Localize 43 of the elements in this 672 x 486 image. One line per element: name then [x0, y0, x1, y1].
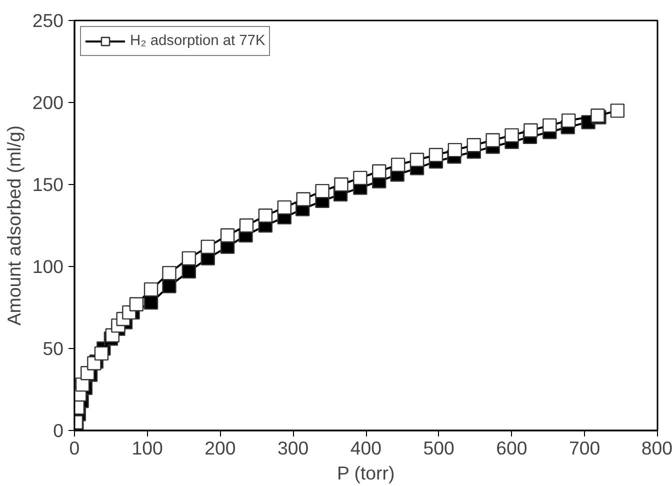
point — [182, 264, 196, 279]
point — [220, 228, 235, 242]
y-tick-label: 150 — [32, 174, 64, 195]
y-tick-label: 0 — [53, 420, 64, 441]
x-tick-label: 300 — [278, 438, 309, 458]
point — [524, 123, 538, 138]
point — [372, 164, 386, 178]
y-tick-label: 100 — [32, 256, 64, 277]
x-tick-label: 200 — [204, 438, 236, 458]
point — [504, 128, 519, 142]
legend-label: H₂ adsorption at 77K — [130, 33, 266, 49]
x-axis-title: P (torr) — [336, 462, 395, 484]
point — [162, 279, 176, 294]
point — [390, 158, 406, 172]
x-tick-label: 800 — [641, 438, 672, 458]
point — [561, 113, 576, 128]
x-tick-label: 400 — [350, 438, 382, 458]
point — [448, 142, 462, 158]
point — [542, 118, 557, 133]
x-tick-label: 500 — [423, 438, 454, 458]
point — [277, 200, 292, 215]
x-tick-label: 600 — [496, 438, 528, 458]
point — [144, 295, 158, 310]
point — [334, 177, 348, 192]
point — [353, 170, 368, 186]
point — [94, 346, 109, 361]
point — [428, 148, 444, 162]
y-axis-title: Amount adsorbed (ml/g) — [3, 125, 24, 326]
point — [466, 138, 481, 152]
x-tick-label: 700 — [569, 438, 600, 458]
y-tick-label: 250 — [32, 10, 64, 31]
point — [315, 184, 330, 198]
y-tick-label: 200 — [32, 92, 64, 113]
point — [129, 297, 144, 312]
point — [200, 240, 215, 254]
x-tick-label: 100 — [132, 438, 163, 458]
point — [486, 133, 500, 148]
point — [296, 192, 310, 206]
point — [410, 152, 424, 167]
point — [239, 218, 254, 233]
y-tick-label: 50 — [42, 338, 64, 359]
point — [258, 208, 273, 223]
x-tick-label: 0 — [69, 438, 80, 458]
